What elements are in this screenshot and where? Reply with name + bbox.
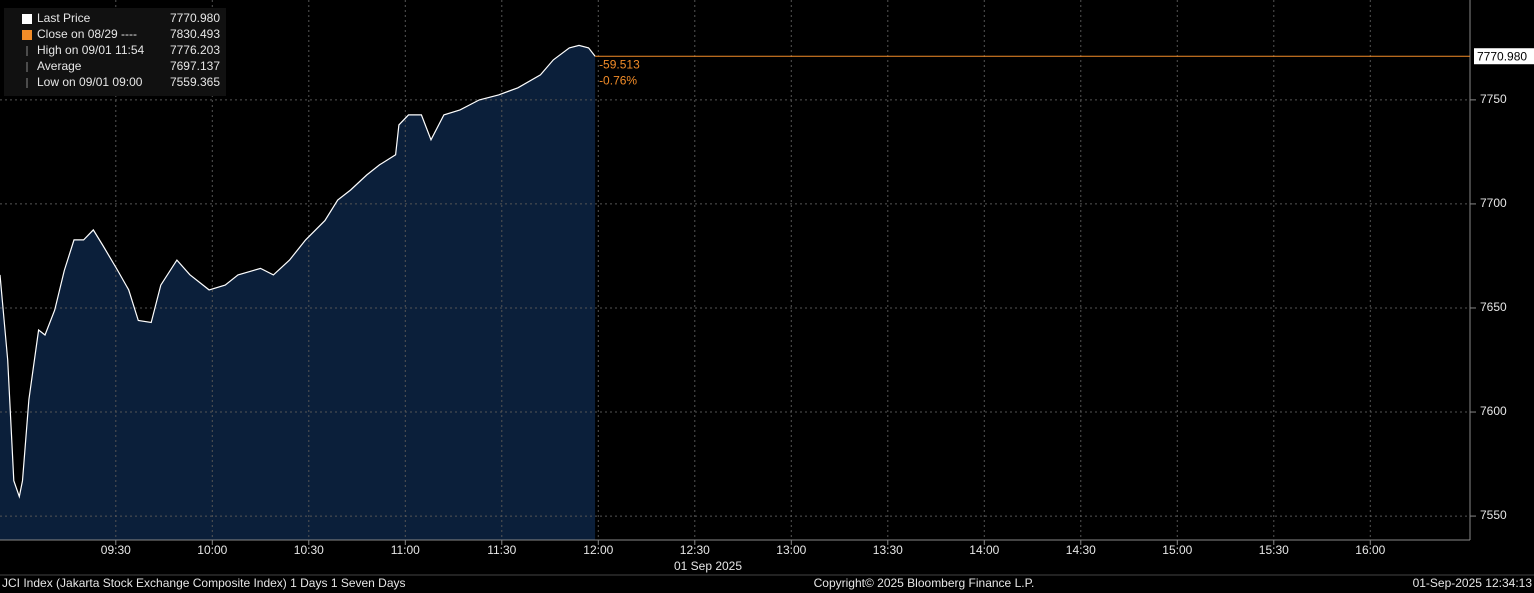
x-tick-label: 09:30 — [101, 543, 131, 557]
legend-value: 7830.493 — [170, 27, 220, 41]
legend-name: Close on 08/29 ---- — [37, 27, 137, 41]
legend-swatch — [22, 14, 32, 24]
x-tick-label: 12:30 — [680, 543, 710, 557]
legend-value: 7770.980 — [170, 11, 220, 25]
footer-center: Copyright© 2025 Bloomberg Finance L.P. — [814, 576, 1035, 590]
x-tick-label: 14:00 — [969, 543, 999, 557]
change-label: -59.513 — [599, 57, 640, 71]
x-tick-label: 11:00 — [391, 543, 420, 557]
last-price-label: 7770.980 — [1477, 49, 1527, 63]
x-tick-label: 15:00 — [1162, 543, 1192, 557]
y-tick-label: 7600 — [1480, 404, 1507, 418]
y-tick-label: 7650 — [1480, 300, 1507, 314]
y-tick-label: 7700 — [1480, 196, 1507, 210]
x-tick-label: 11:30 — [487, 543, 516, 557]
footer-left: JCI Index (Jakarta Stock Exchange Compos… — [2, 576, 406, 590]
x-tick-label: 15:30 — [1259, 543, 1289, 557]
x-tick-label: 16:00 — [1355, 543, 1385, 557]
last-price-tag — [1474, 48, 1534, 65]
x-tick-label: 12:00 — [583, 543, 613, 557]
legend-box — [4, 8, 226, 96]
price-line — [0, 44, 596, 499]
legend-value: 7776.203 — [170, 43, 220, 57]
x-tick-label: 13:00 — [776, 543, 806, 557]
date-label: 01 Sep 2025 — [674, 559, 742, 573]
legend-name: Low on 09/01 09:00 — [37, 75, 143, 89]
y-tick-label: 7550 — [1480, 508, 1507, 522]
legend-name: Last Price — [37, 11, 91, 25]
x-tick-label: 14:30 — [1066, 543, 1096, 557]
x-tick-label: 10:00 — [197, 543, 227, 557]
legend-swatch — [22, 30, 32, 40]
legend-value: 7697.137 — [170, 59, 220, 73]
legend-name: Average — [37, 59, 82, 73]
change-percent-label: -0.76% — [599, 73, 637, 87]
legend-value: 7559.365 — [170, 75, 220, 89]
x-tick-label: 10:30 — [294, 543, 324, 557]
footer-right: 01-Sep-2025 12:34:13 — [1413, 576, 1533, 590]
area-fill — [0, 45, 596, 541]
x-tick-label: 13:30 — [873, 543, 903, 557]
legend-name: High on 09/01 11:54 — [37, 43, 145, 57]
y-tick-label: 7750 — [1480, 92, 1507, 106]
